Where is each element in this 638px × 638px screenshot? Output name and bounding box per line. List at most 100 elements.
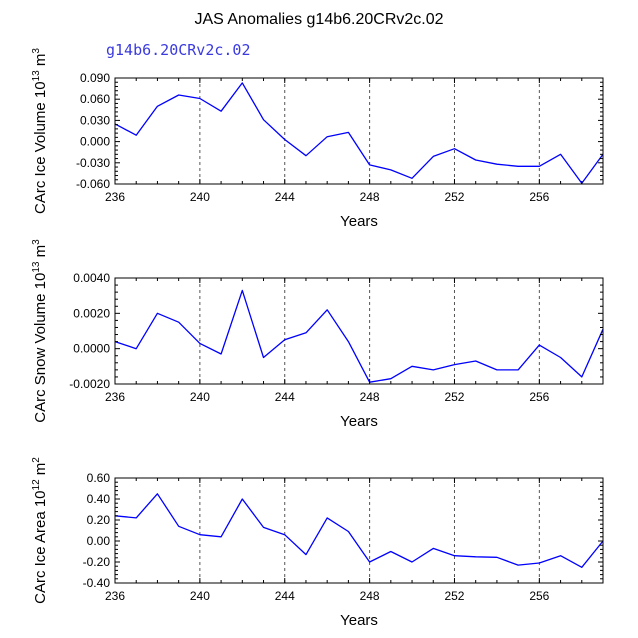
data-point bbox=[411, 561, 413, 563]
y-tick-label: -0.030 bbox=[76, 156, 110, 170]
data-point bbox=[178, 321, 180, 323]
data-point bbox=[199, 534, 201, 536]
x-axis-label: Years bbox=[340, 612, 378, 629]
data-point bbox=[347, 531, 349, 533]
x-tick-label: 252 bbox=[444, 589, 464, 603]
data-point bbox=[220, 110, 222, 112]
x-tick-label: 256 bbox=[529, 190, 549, 204]
data-point bbox=[326, 517, 328, 519]
plot-frame bbox=[114, 77, 604, 185]
y-axis-label-exponent: 12 bbox=[31, 479, 42, 491]
figure-subtitle: g14b6.20CRv2c.02 bbox=[106, 41, 251, 59]
data-point bbox=[347, 131, 349, 133]
data-point bbox=[305, 155, 307, 157]
data-point bbox=[538, 165, 540, 167]
data-point bbox=[135, 134, 137, 136]
x-tick-label: 244 bbox=[275, 390, 295, 404]
data-point bbox=[220, 353, 222, 355]
data-point bbox=[517, 564, 519, 566]
data-point bbox=[496, 369, 498, 371]
data-point bbox=[241, 498, 243, 500]
x-axis-label: Years bbox=[340, 413, 378, 430]
x-tick-label: 244 bbox=[275, 589, 295, 603]
data-point bbox=[369, 164, 371, 166]
x-tick-label: 244 bbox=[275, 190, 295, 204]
x-tick-label: 236 bbox=[105, 589, 125, 603]
data-point bbox=[284, 339, 286, 341]
y-axis-label: CArc Ice Volume 1013 m3 bbox=[31, 48, 49, 214]
data-point bbox=[347, 341, 349, 343]
y-axis-label-exponent: 13 bbox=[31, 70, 42, 82]
series-line bbox=[114, 493, 604, 568]
y-tick-label: -0.40 bbox=[83, 576, 111, 590]
y-axis-label: CArc Snow Volume 1013 m3 bbox=[31, 239, 49, 423]
plot-frame bbox=[114, 477, 604, 584]
data-point bbox=[305, 554, 307, 556]
data-point bbox=[432, 547, 434, 549]
chart-panels: 236 240 244 248 252 256 -0.060 -0.030 0.000 0.030… bbox=[31, 48, 604, 629]
data-point bbox=[241, 289, 243, 291]
data-point bbox=[156, 312, 158, 314]
x-tick-label: 236 bbox=[105, 190, 125, 204]
x-tick-label: 240 bbox=[190, 589, 210, 603]
x-tick-label: 252 bbox=[444, 190, 464, 204]
data-point bbox=[156, 493, 158, 495]
y-axis-label-unit-exponent: 3 bbox=[31, 48, 42, 54]
data-point bbox=[390, 551, 392, 553]
data-point bbox=[432, 369, 434, 371]
x-tick-label: 248 bbox=[360, 190, 380, 204]
x-axis-label: Years bbox=[340, 213, 378, 230]
y-tick-label: 0.40 bbox=[87, 492, 111, 506]
data-point bbox=[581, 376, 583, 378]
y-axis-label-unit-exponent: 2 bbox=[31, 457, 42, 463]
data-point bbox=[517, 369, 519, 371]
data-point bbox=[453, 148, 455, 150]
y-axis-label: CArc Ice Area 1012 m2 bbox=[31, 457, 49, 604]
y-axis-label-unit: m bbox=[32, 245, 49, 262]
data-point bbox=[135, 517, 137, 519]
y-tick-label: 0.090 bbox=[80, 71, 110, 85]
data-point bbox=[263, 119, 265, 121]
data-point bbox=[263, 526, 265, 528]
data-point bbox=[496, 163, 498, 165]
data-point bbox=[199, 97, 201, 99]
data-point bbox=[135, 348, 137, 350]
data-point bbox=[241, 82, 243, 84]
panel-ice-area: 236 240 244 248 252 256 -0.40 -0.20 0.00 0.20 0.40… bbox=[31, 457, 604, 629]
data-point bbox=[432, 155, 434, 157]
data-point bbox=[538, 562, 540, 564]
plot-frame bbox=[114, 277, 604, 385]
data-point bbox=[453, 364, 455, 366]
series-line bbox=[114, 289, 604, 383]
data-point bbox=[220, 536, 222, 538]
y-tick-label: -0.0020 bbox=[69, 377, 110, 391]
data-point bbox=[156, 105, 158, 107]
data-point bbox=[517, 165, 519, 167]
data-point bbox=[390, 378, 392, 380]
data-point bbox=[475, 556, 477, 558]
data-point bbox=[538, 344, 540, 346]
x-tick-label: 256 bbox=[529, 390, 549, 404]
data-point bbox=[263, 357, 265, 359]
y-tick-label: 0.030 bbox=[80, 113, 110, 127]
panel-snow-volume: 236 240 244 248 252 256 -0.0020 0.0000 0.0020 0.0… bbox=[31, 239, 604, 430]
data-point bbox=[284, 138, 286, 140]
y-axis-label-main: CArc Ice Area 10 bbox=[32, 490, 49, 603]
figure-title: JAS Anomalies g14b6.20CRv2c.02 bbox=[194, 11, 443, 28]
x-tick-label: 248 bbox=[360, 589, 380, 603]
y-axis-label-unit: m bbox=[32, 463, 49, 480]
data-point bbox=[199, 342, 201, 344]
y-tick-label: 0.0000 bbox=[73, 342, 110, 356]
data-point bbox=[560, 555, 562, 557]
data-point bbox=[326, 309, 328, 311]
panel-ice-volume: 236 240 244 248 252 256 -0.060 -0.030 0.000 0.030… bbox=[31, 48, 604, 230]
data-point bbox=[284, 534, 286, 536]
x-tick-label: 236 bbox=[105, 390, 125, 404]
data-point bbox=[390, 169, 392, 171]
y-axis-label-main: CArc Ice Volume 10 bbox=[32, 81, 49, 214]
y-tick-label: 0.60 bbox=[87, 471, 111, 485]
x-tick-label: 252 bbox=[444, 390, 464, 404]
y-tick-label: -0.060 bbox=[76, 177, 110, 191]
data-point bbox=[369, 561, 371, 563]
